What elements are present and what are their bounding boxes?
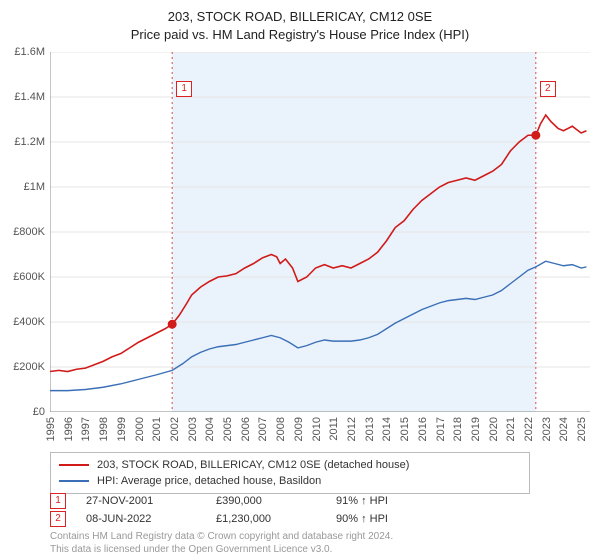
y-axis-label: £200K xyxy=(0,361,45,373)
event-hpi-2: 90% ↑ HPI xyxy=(336,513,456,525)
y-axis-label: £600K xyxy=(0,271,45,283)
event-hpi-1: 91% ↑ HPI xyxy=(336,495,456,507)
x-axis-label: 2008 xyxy=(275,417,287,441)
y-axis-label: £1.6M xyxy=(0,46,45,58)
event-marker-2: 2 xyxy=(50,511,66,527)
x-axis-label: 2019 xyxy=(470,417,482,441)
x-axis-label: 1997 xyxy=(80,417,92,441)
y-axis-label: £1M xyxy=(0,181,45,193)
event-row-1: 1 27-NOV-2001 £390,000 91% ↑ HPI xyxy=(50,493,590,509)
chart-area: £0£200K£400K£600K£800K£1M£1.2M£1.4M£1.6M… xyxy=(50,52,590,412)
events-block: 1 27-NOV-2001 £390,000 91% ↑ HPI 2 08-JU… xyxy=(50,493,590,529)
y-axis-label: £400K xyxy=(0,316,45,328)
legend-row-hpi: HPI: Average price, detached house, Basi… xyxy=(59,473,521,489)
event-date-2: 08-JUN-2022 xyxy=(86,513,216,525)
event-price-2: £1,230,000 xyxy=(216,513,336,525)
y-axis-label: £1.2M xyxy=(0,136,45,148)
x-axis-label: 2011 xyxy=(328,417,340,441)
plot-svg xyxy=(50,52,590,412)
legend-swatch-hpi xyxy=(59,480,89,482)
x-axis-label: 2001 xyxy=(151,417,163,441)
x-axis-label: 1996 xyxy=(63,417,75,441)
x-axis-label: 2012 xyxy=(346,417,358,441)
y-axis-label: £800K xyxy=(0,226,45,238)
event-price-1: £390,000 xyxy=(216,495,336,507)
x-axis-label: 2014 xyxy=(381,417,393,441)
x-axis-label: 2007 xyxy=(257,417,269,441)
footer-line2: This data is licensed under the Open Gov… xyxy=(50,543,393,556)
x-axis-label: 2009 xyxy=(293,417,305,441)
event-date-1: 27-NOV-2001 xyxy=(86,495,216,507)
x-axis-label: 2023 xyxy=(541,417,553,441)
event-marker-1: 1 xyxy=(50,493,66,509)
x-axis-label: 2017 xyxy=(435,417,447,441)
title-address: 203, STOCK ROAD, BILLERICAY, CM12 0SE xyxy=(0,8,600,26)
y-axis-label: £0 xyxy=(0,406,45,418)
x-axis-label: 1999 xyxy=(116,417,128,441)
x-axis-label: 2010 xyxy=(311,417,323,441)
x-axis-label: 2003 xyxy=(187,417,199,441)
x-axis-label: 2006 xyxy=(240,417,252,441)
x-axis-label: 1998 xyxy=(98,417,110,441)
y-axis-label: £1.4M xyxy=(0,91,45,103)
x-axis-label: 2013 xyxy=(364,417,376,441)
x-axis-label: 2004 xyxy=(204,417,216,441)
x-axis-label: 2016 xyxy=(417,417,429,441)
legend-swatch-property xyxy=(59,464,89,466)
footer: Contains HM Land Registry data © Crown c… xyxy=(50,530,393,556)
x-axis-label: 2015 xyxy=(399,417,411,441)
legend-row-property: 203, STOCK ROAD, BILLERICAY, CM12 0SE (d… xyxy=(59,457,521,473)
x-axis-label: 2020 xyxy=(488,417,500,441)
sale-marker-label-2: 2 xyxy=(540,81,556,97)
x-axis-label: 2018 xyxy=(452,417,464,441)
sale-marker-label-1: 1 xyxy=(176,81,192,97)
x-axis-label: 2025 xyxy=(576,417,588,441)
title-subtitle: Price paid vs. HM Land Registry's House … xyxy=(0,26,600,44)
legend-label-hpi: HPI: Average price, detached house, Basi… xyxy=(97,475,321,487)
x-axis-label: 2024 xyxy=(558,417,570,441)
x-axis-label: 2002 xyxy=(169,417,181,441)
footer-line1: Contains HM Land Registry data © Crown c… xyxy=(50,530,393,543)
event-row-2: 2 08-JUN-2022 £1,230,000 90% ↑ HPI xyxy=(50,511,590,527)
x-axis-label: 2000 xyxy=(134,417,146,441)
x-axis-label: 1995 xyxy=(45,417,57,441)
x-axis-label: 2021 xyxy=(505,417,517,441)
title-block: 203, STOCK ROAD, BILLERICAY, CM12 0SE Pr… xyxy=(0,0,600,43)
x-axis-label: 2005 xyxy=(222,417,234,441)
legend-label-property: 203, STOCK ROAD, BILLERICAY, CM12 0SE (d… xyxy=(97,459,409,471)
legend-box: 203, STOCK ROAD, BILLERICAY, CM12 0SE (d… xyxy=(50,452,530,494)
chart-container: 203, STOCK ROAD, BILLERICAY, CM12 0SE Pr… xyxy=(0,0,600,560)
x-axis-label: 2022 xyxy=(523,417,535,441)
